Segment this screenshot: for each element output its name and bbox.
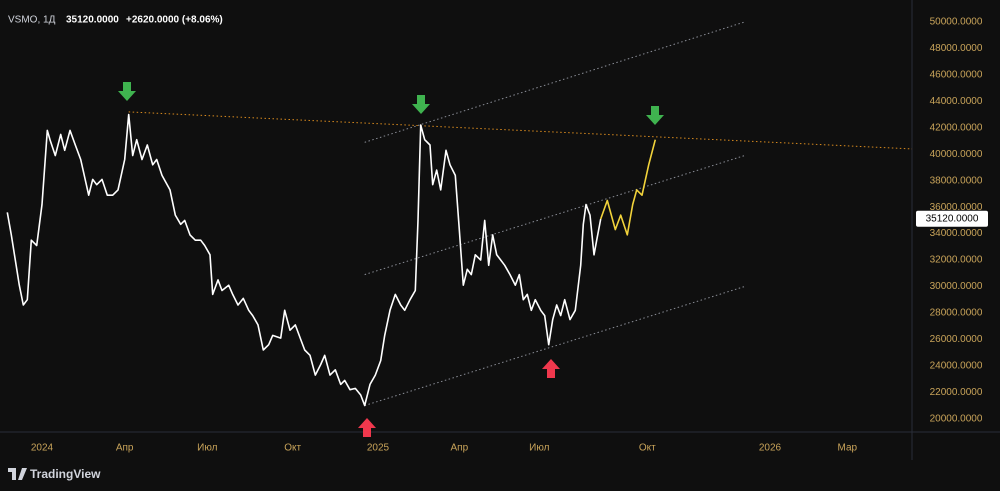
y-tick-label: 22000.0000	[930, 387, 983, 398]
brand: TradingView	[30, 467, 101, 481]
up-arrows	[358, 359, 560, 437]
y-tick-label: 26000.0000	[930, 334, 983, 345]
y-tick-label: 42000.0000	[930, 122, 983, 133]
y-tick-label: 50000.0000	[930, 17, 983, 28]
down-arrows	[118, 82, 664, 125]
x-tick-label: Июл	[529, 443, 549, 454]
y-tick-label: 34000.0000	[930, 228, 983, 239]
logo: TradingView	[8, 467, 101, 481]
up-arrow	[358, 418, 376, 437]
x-tick-label: 2024	[31, 443, 54, 454]
x-tick-label: 2026	[759, 443, 782, 454]
y-tick-label: 32000.0000	[930, 255, 983, 266]
header-change: +2620.0000 (+8.06%)	[126, 15, 223, 26]
price-line	[6, 113, 602, 407]
down-arrow	[412, 95, 430, 114]
x-tick-label: Июл	[197, 443, 217, 454]
last-price-tag	[916, 210, 988, 227]
last-price-label: 35120.0000	[926, 213, 979, 224]
down-arrow	[118, 82, 136, 101]
y-tick-label: 20000.0000	[930, 413, 983, 424]
y-tick-label: 40000.0000	[930, 149, 983, 160]
y-tick-label: 28000.0000	[930, 308, 983, 319]
x-tick-label: Окт	[639, 443, 656, 454]
y-tick-label: 38000.0000	[930, 175, 983, 186]
up-arrow	[542, 359, 560, 378]
y-tick-label: 44000.0000	[930, 96, 983, 107]
price-line	[599, 139, 657, 236]
header-price: 35120.0000	[66, 15, 119, 26]
trendline	[364, 21, 745, 143]
symbol: VSMO, 1Д	[8, 15, 56, 26]
y-tick-label: 46000.0000	[930, 70, 983, 81]
x-tick-label: 2025	[367, 443, 390, 454]
x-tick-label: Мар	[838, 443, 858, 454]
y-tick-label: 30000.0000	[930, 281, 983, 292]
y-tick-label: 36000.0000	[930, 202, 983, 213]
logo-mark	[8, 468, 27, 480]
trendline	[128, 111, 912, 150]
down-arrow	[646, 106, 664, 125]
x-tick-label: Апр	[451, 443, 469, 454]
y-tick-label: 48000.0000	[930, 43, 983, 54]
x-tick-label: Апр	[116, 443, 134, 454]
x-tick-label: Окт	[284, 443, 301, 454]
y-tick-label: 24000.0000	[930, 361, 983, 372]
